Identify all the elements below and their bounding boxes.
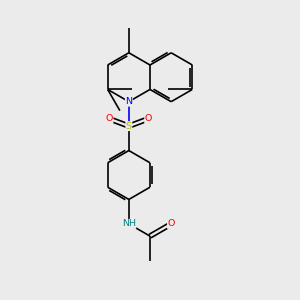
- Text: NH: NH: [122, 219, 136, 228]
- Text: S: S: [126, 122, 132, 130]
- Text: N: N: [125, 97, 132, 106]
- Text: O: O: [106, 114, 113, 123]
- Text: O: O: [167, 219, 175, 228]
- Text: O: O: [145, 114, 152, 123]
